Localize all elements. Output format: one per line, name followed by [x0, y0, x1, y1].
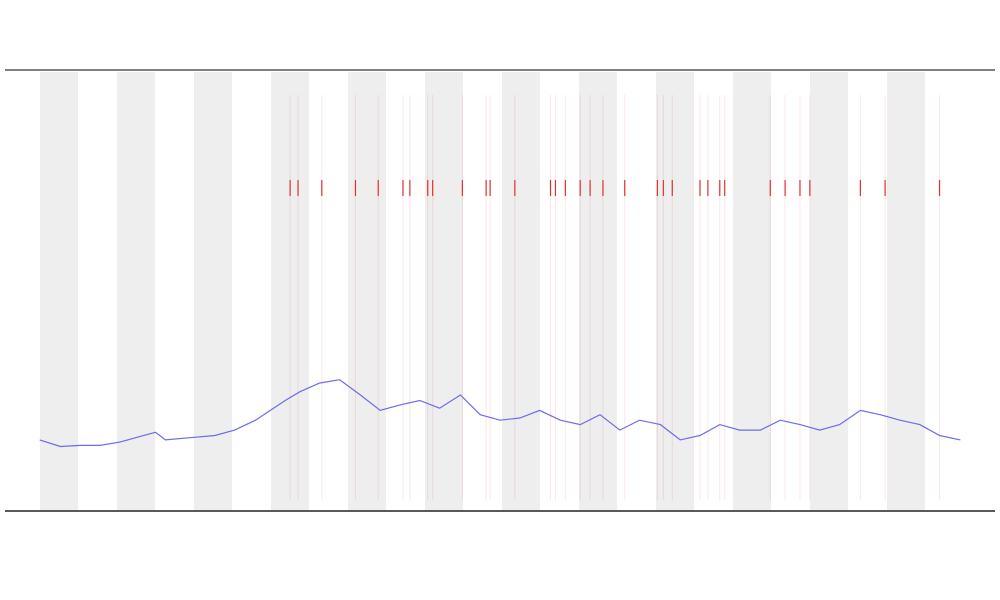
plot-area — [39, 95, 961, 500]
band — [40, 72, 78, 510]
band — [502, 72, 540, 510]
band — [656, 72, 694, 510]
series-line — [39, 379, 961, 448]
band — [271, 72, 309, 510]
band — [117, 72, 155, 510]
band — [733, 72, 771, 510]
band — [425, 72, 463, 510]
band — [348, 72, 386, 510]
band — [810, 72, 848, 510]
band — [194, 72, 232, 510]
background-bands — [40, 72, 925, 510]
band — [887, 72, 925, 510]
band — [579, 72, 617, 510]
